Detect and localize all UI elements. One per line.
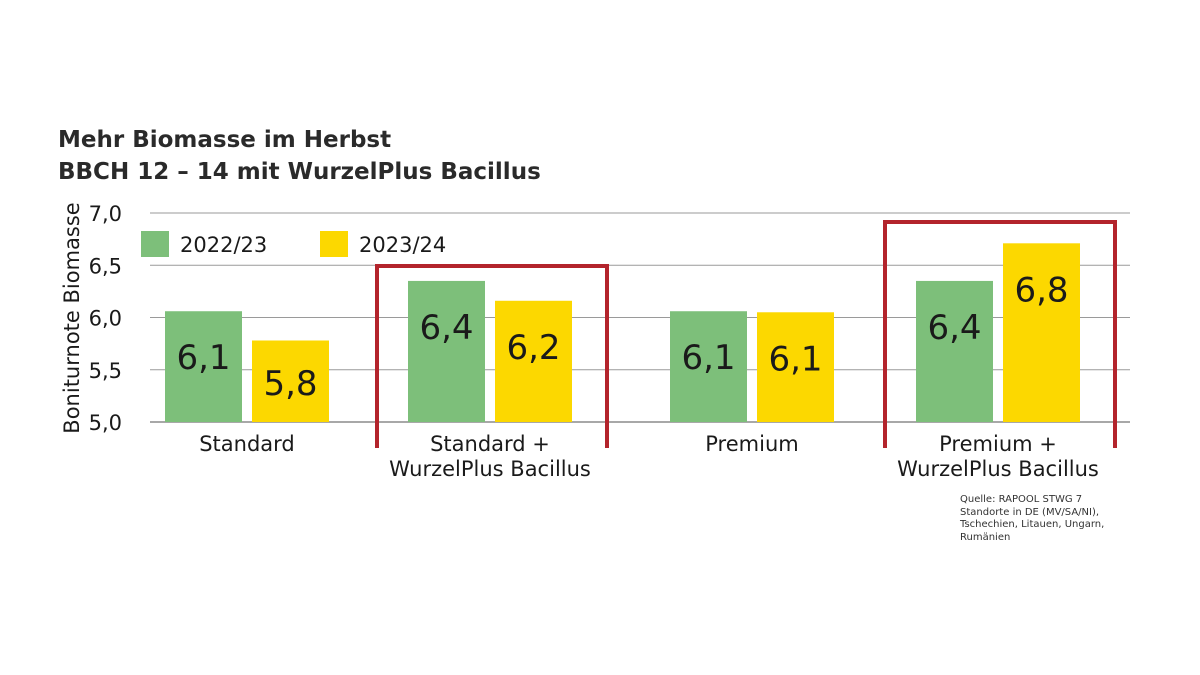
source-note: Quelle: RAPOOL STWG 7 Standorte in DE (M… xyxy=(960,494,1160,544)
data-label: 5,8 xyxy=(263,364,317,404)
y-tick-label: 5,5 xyxy=(89,359,122,383)
data-label: 6,2 xyxy=(506,328,560,368)
category-label: Standard xyxy=(199,432,295,456)
bar xyxy=(757,312,834,422)
category-label: WurzelPlus Bacillus xyxy=(389,457,591,481)
data-label: 6,4 xyxy=(927,308,981,348)
bar xyxy=(408,280,485,422)
y-tick-label: 6,0 xyxy=(89,307,122,331)
bars: 6,1 6,4 6,1 6,4 5,8 6,2 6,1 6,8 xyxy=(165,243,1080,422)
category-label: Premium + xyxy=(939,432,1057,456)
bar xyxy=(495,300,572,422)
bar xyxy=(252,340,329,422)
highlight-frames xyxy=(375,220,1117,448)
data-label: 6,4 xyxy=(419,308,473,348)
category-label: WurzelPlus Bacillus xyxy=(897,457,1099,481)
y-tick-label: 6,5 xyxy=(89,254,122,278)
category-labels: Standard Standard +WurzelPlus BacillusPre… xyxy=(199,432,1099,481)
legend-label: 2022/23 xyxy=(180,233,267,257)
data-label: 6,1 xyxy=(768,339,822,379)
source-line: Standorte in DE (MV/SA/NI), xyxy=(960,506,1100,518)
bar xyxy=(1003,243,1080,422)
data-label: 6,1 xyxy=(176,338,230,378)
bar xyxy=(670,311,747,422)
legend-label: 2023/24 xyxy=(359,233,446,257)
bar xyxy=(916,280,993,422)
highlight-frame xyxy=(883,220,1117,448)
legend: 2022/23 2023/24 xyxy=(141,231,446,257)
y-tick-label: 5,0 xyxy=(89,411,122,435)
data-label: 6,1 xyxy=(681,338,735,378)
category-label: Premium xyxy=(705,432,798,456)
chart-title: Mehr Biomasse im Herbst xyxy=(58,127,392,153)
chart-title-block: Mehr Biomasse im Herbst BBCH 12 – 14 mit… xyxy=(58,124,541,188)
source-line: Tschechien, Litauen, Ungarn, xyxy=(960,519,1105,530)
category-label: Standard + xyxy=(430,432,550,456)
source-line: Rumänien xyxy=(960,531,1011,543)
legend-swatch xyxy=(320,231,348,257)
y-axis-ticks: 5,0 5,5 6,0 6,5 7,0 xyxy=(89,202,122,435)
y-axis-label: Boniturnote Biomasse xyxy=(60,202,84,433)
legend-swatch xyxy=(141,231,169,257)
chart-subtitle: BBCH 12 – 14 mit WurzelPlus Bacillus xyxy=(58,159,541,185)
data-label: 6,8 xyxy=(1014,270,1068,310)
y-tick-label: 7,0 xyxy=(89,202,122,226)
highlight-frame xyxy=(375,264,609,448)
bar xyxy=(165,311,242,422)
source-line: Quelle: RAPOOL STWG 7 xyxy=(960,494,1083,505)
